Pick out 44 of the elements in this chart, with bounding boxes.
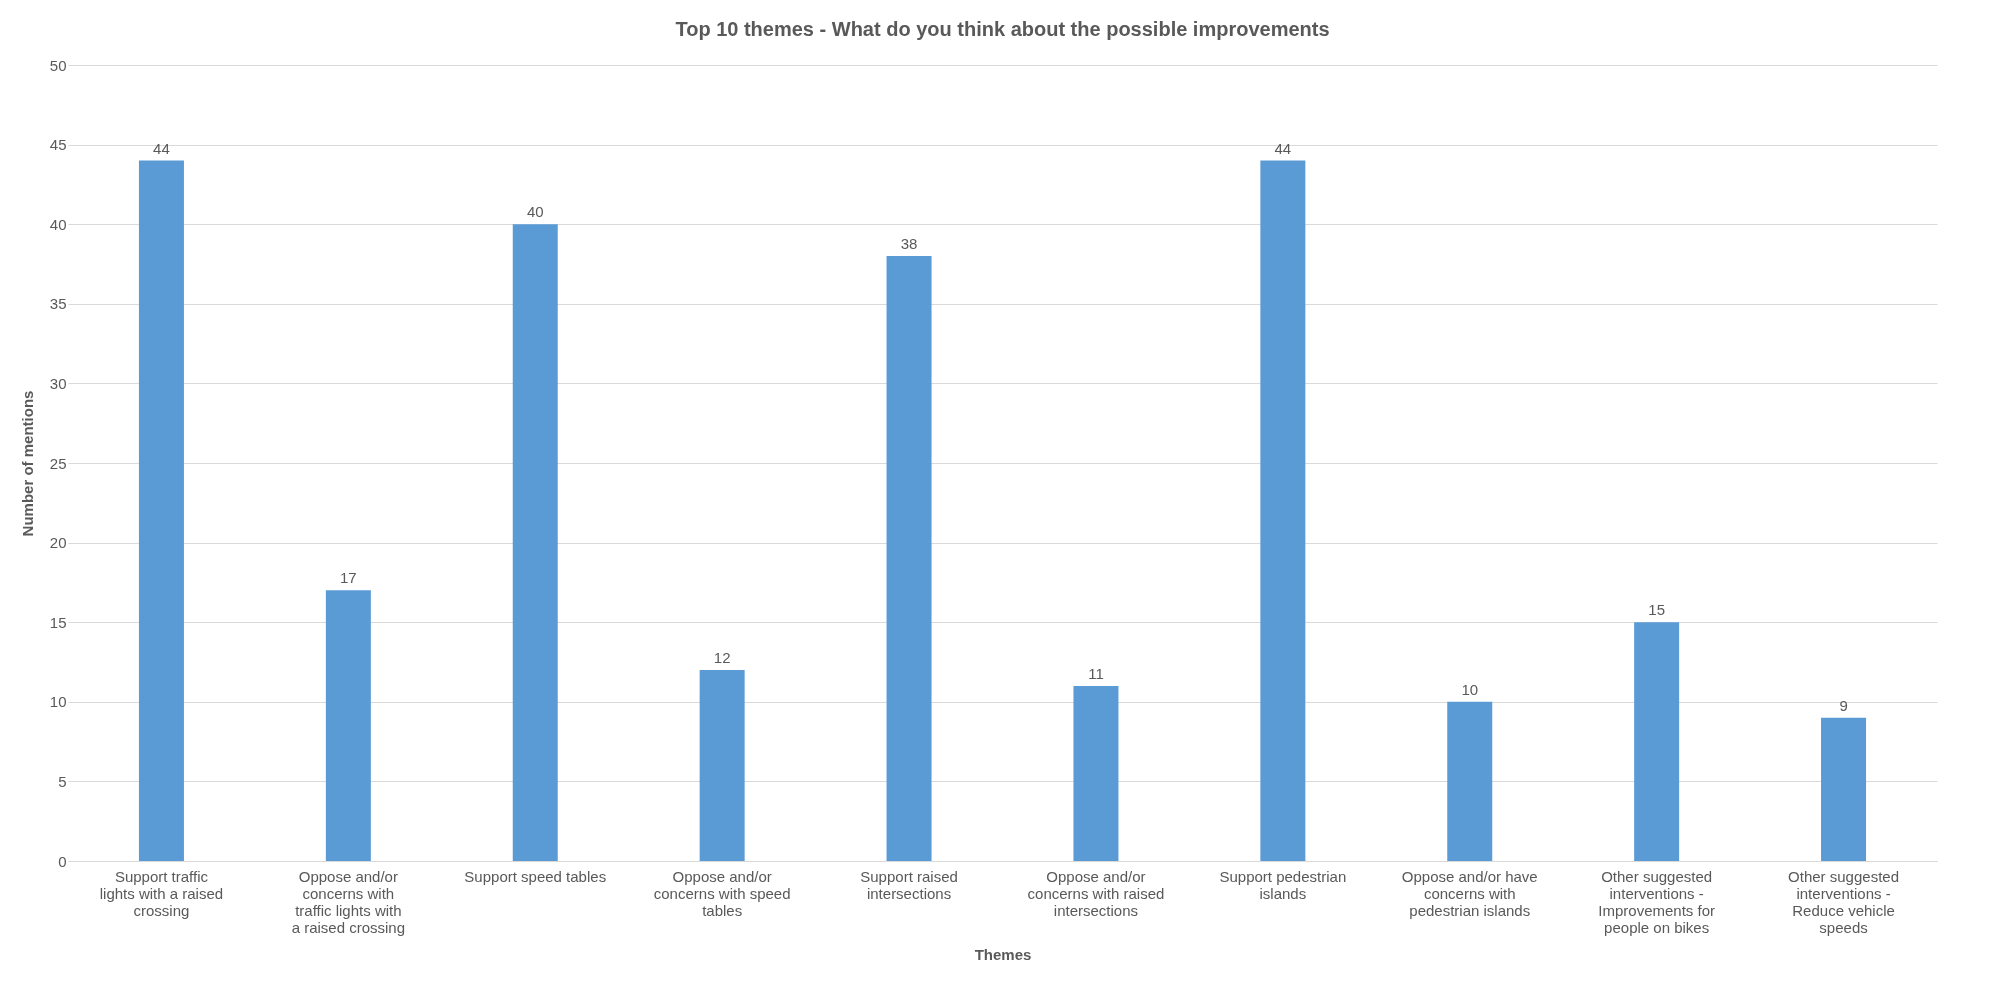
bar bbox=[699, 669, 745, 861]
y-tick-label: 25 bbox=[49, 454, 67, 472]
y-axis-title: Number of mentions bbox=[18, 390, 36, 537]
bar bbox=[886, 256, 932, 861]
data-label: 17 bbox=[340, 569, 357, 587]
x-tick-label: Oppose and/or concerns with speed tables bbox=[653, 867, 791, 919]
y-tick-label: 30 bbox=[49, 374, 67, 392]
x-tick-label: Support raised intersections bbox=[860, 867, 958, 902]
x-tick-label: Oppose and/or concerns with raised intersections bbox=[1027, 867, 1165, 919]
data-label: 10 bbox=[1461, 680, 1479, 698]
bar bbox=[1260, 160, 1306, 861]
y-tick-label: 50 bbox=[49, 56, 67, 74]
bar bbox=[512, 224, 558, 861]
bar bbox=[1821, 717, 1867, 861]
bar bbox=[138, 160, 184, 861]
x-axis-title: Themes bbox=[974, 945, 1032, 963]
y-tick-label: 45 bbox=[49, 136, 67, 154]
bar bbox=[325, 590, 371, 861]
y-tick-label: 15 bbox=[49, 613, 67, 631]
y-tick-label: 0 bbox=[58, 852, 67, 870]
x-tick-label: Other suggested interventions - Reduce vehicle speeds bbox=[1788, 867, 1899, 936]
y-tick-label: 20 bbox=[49, 534, 67, 552]
data-label: 40 bbox=[526, 203, 544, 221]
chart-title: Top 10 themes - What do you think about the possible improvements bbox=[675, 18, 1330, 40]
y-tick-label: 35 bbox=[49, 295, 67, 313]
x-tick-label: Oppose and/or have concerns with pedestrian islands bbox=[1401, 867, 1538, 919]
bar bbox=[1073, 685, 1119, 861]
x-tick-label: Other suggested interventions - Improvements for people on bikes bbox=[1598, 867, 1716, 936]
x-tick-label: Support speed tables bbox=[464, 867, 607, 885]
data-label: 38 bbox=[900, 235, 918, 253]
y-tick-label: 5 bbox=[58, 772, 67, 790]
x-tick-label: Support pedestrian islands bbox=[1219, 867, 1347, 902]
data-label: 11 bbox=[1088, 664, 1104, 682]
bar bbox=[1634, 622, 1680, 861]
bar bbox=[1447, 701, 1493, 861]
data-label: 15 bbox=[1648, 601, 1665, 619]
y-tick-label: 40 bbox=[49, 215, 67, 233]
data-label: 12 bbox=[713, 648, 731, 666]
y-tick-label: 10 bbox=[49, 693, 67, 711]
data-label: 9 bbox=[1839, 696, 1848, 714]
x-tick-label: Support traffic lights with a raised crossing bbox=[99, 867, 224, 919]
data-label: 44 bbox=[1274, 139, 1292, 157]
x-tick-label: Oppose and/or concerns with traffic lights with a raised crossing bbox=[291, 867, 406, 936]
data-label: 44 bbox=[153, 139, 170, 157]
